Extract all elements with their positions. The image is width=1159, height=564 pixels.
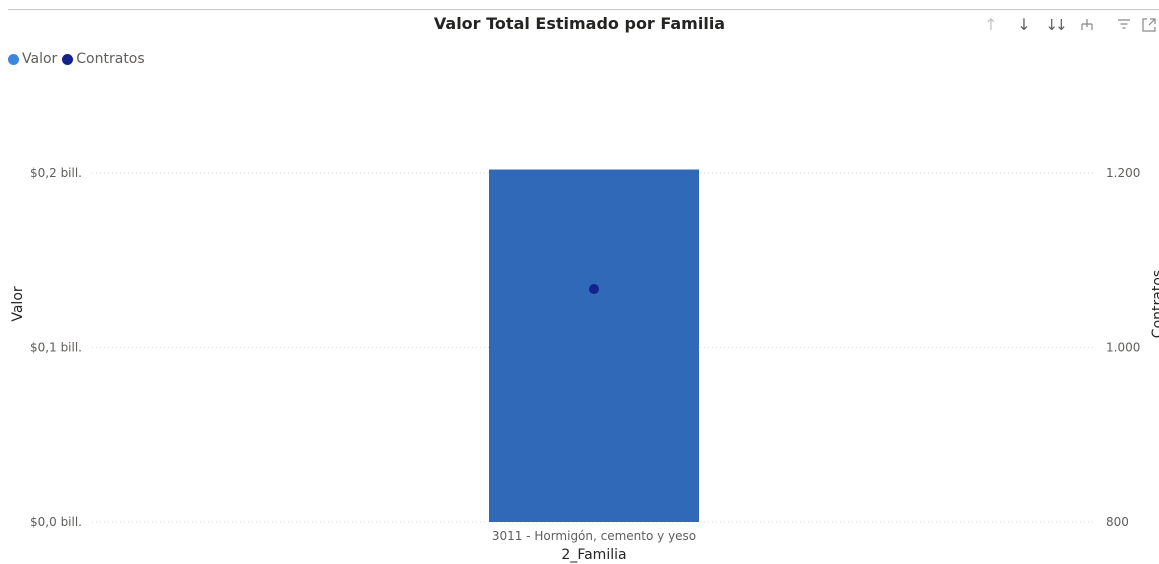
filter-icon[interactable] <box>1114 14 1134 36</box>
y2-tick-label-0: 800 <box>1106 515 1129 529</box>
point-contratos-0 <box>589 284 599 295</box>
y2-tick-label-1: 1.000 <box>1106 341 1140 355</box>
x-tick-label-0: 3011 - Hormigón, cemento y yeso <box>492 529 696 543</box>
x-axis-title: 2_Familia <box>561 547 626 563</box>
legend-label-contratos: Contratos <box>76 51 145 67</box>
drill-up-icon[interactable]: ↑ <box>984 15 998 34</box>
chart-title: Valor Total Estimado por Familia <box>433 14 726 33</box>
y2-tick-label-2: 1.200 <box>1106 166 1140 180</box>
y-axis-title: Valor <box>10 286 26 322</box>
y2-axis-title: Contratos <box>1150 270 1159 338</box>
chart-legend: Valor Contratos <box>8 50 150 68</box>
legend-item-valor[interactable]: Valor <box>8 51 57 67</box>
legend-item-contratos[interactable]: Contratos <box>62 51 145 67</box>
legend-marker-contratos <box>62 53 74 65</box>
y-tick-label-2: $0,2 bill. <box>30 166 82 180</box>
y-tick-label-1: $0,1 bill. <box>30 341 82 355</box>
drill-down-icon[interactable]: ↓ <box>1017 15 1031 34</box>
next-level-icon[interactable]: ↓↓ <box>1045 16 1067 34</box>
focus-mode-icon[interactable] <box>1139 14 1159 36</box>
visual-header-rule <box>8 9 1159 10</box>
visual-toolbar: ↑ ↓ ↓↓ <box>959 14 1159 38</box>
bar-valor-0 <box>489 169 699 522</box>
legend-label-valor: Valor <box>22 51 58 67</box>
y-tick-label-0: $0,0 bill. <box>30 515 82 529</box>
expand-hierarchy-icon[interactable] <box>1077 14 1097 36</box>
legend-marker-valor <box>8 53 19 65</box>
